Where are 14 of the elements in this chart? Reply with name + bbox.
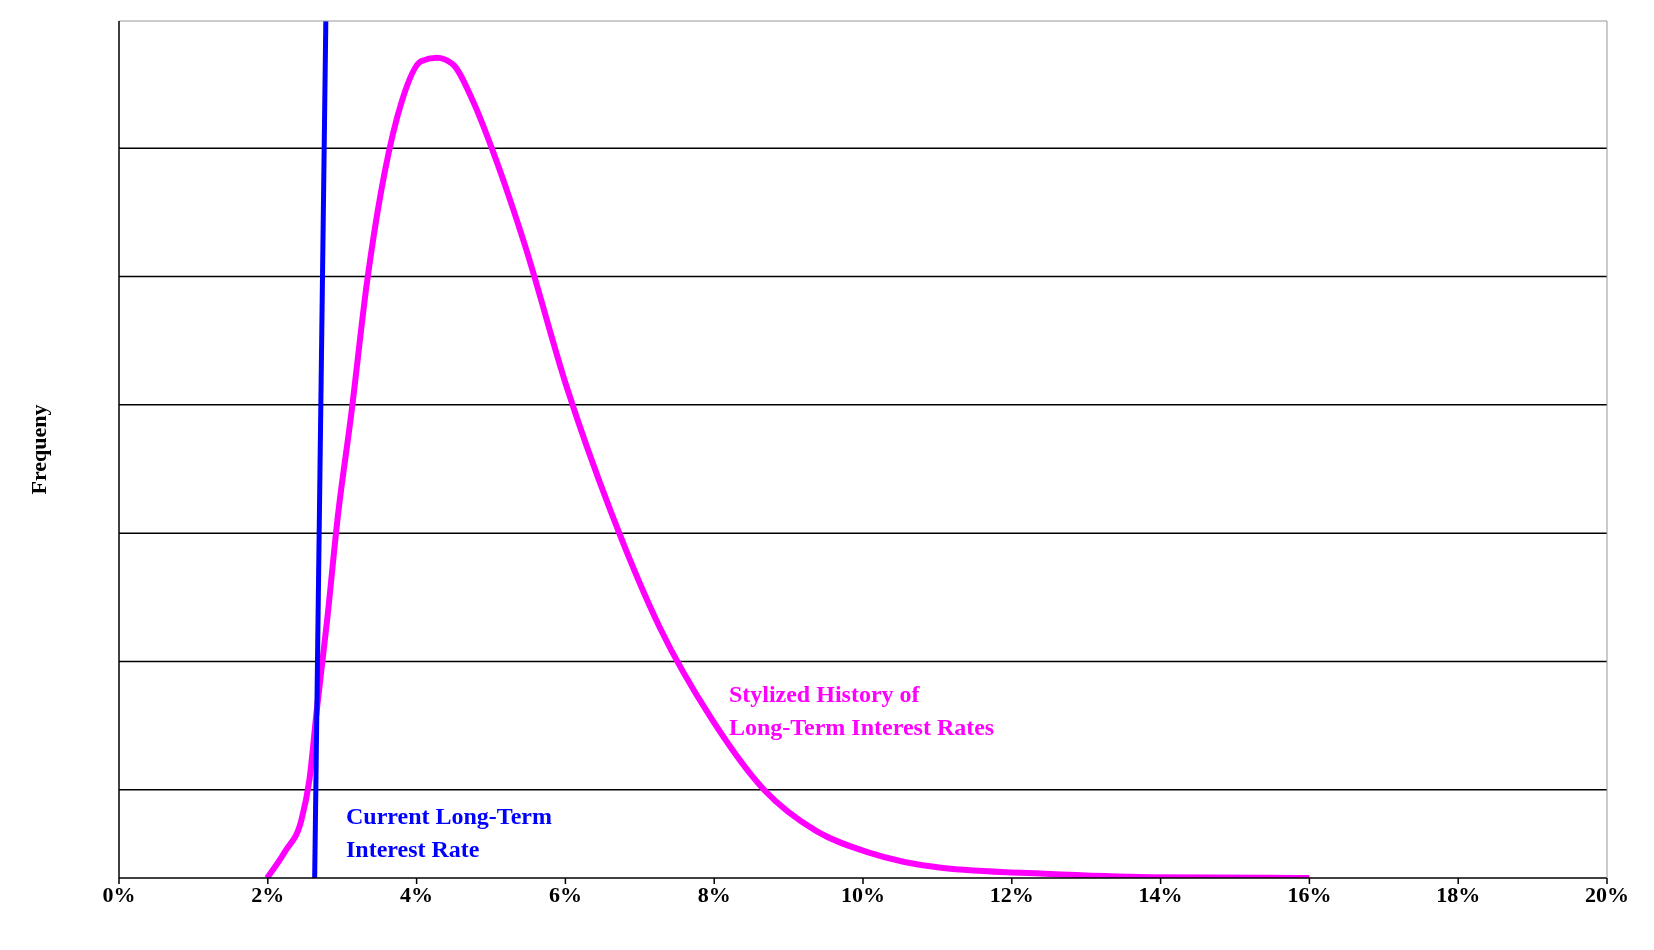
y-axis-title: Frequeny [25, 404, 51, 495]
series-label: Stylized History of Long-Term Interest Rates [728, 680, 995, 743]
x-tick-label: 20% [1585, 881, 1629, 907]
x-tick-label: 14% [1138, 881, 1183, 907]
x-tick-label: 12% [989, 881, 1034, 907]
x-tick-label: 4% [400, 881, 434, 907]
x-tick-label: 8% [697, 881, 731, 907]
x-tick-label: 6% [548, 881, 582, 907]
x-tick-label: 16% [1287, 881, 1332, 907]
series-label: Current Long-Term Interest Rate [345, 801, 552, 864]
x-tick-label: 2% [251, 881, 285, 907]
x-tick-label: 18% [1436, 881, 1481, 907]
x-tick-label: 10% [841, 881, 885, 907]
x-tick-label: 0% [102, 881, 136, 907]
